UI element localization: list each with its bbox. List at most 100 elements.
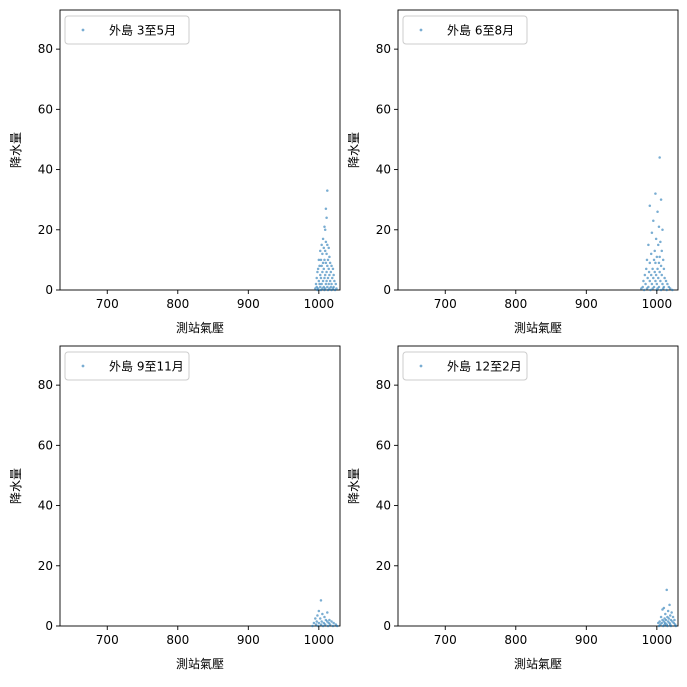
data-point bbox=[654, 273, 658, 277]
data-point bbox=[331, 267, 335, 271]
y-tick-label: 20 bbox=[38, 559, 53, 573]
data-point bbox=[328, 618, 331, 622]
data-point bbox=[657, 243, 660, 247]
x-axis-label: 測站氣壓 bbox=[514, 657, 562, 671]
subplot-1: 700 800 900 1000 0 20 40 60 80 測站氣壓 降水量 外島 3至5月 bbox=[9, 9, 341, 335]
data-point bbox=[317, 621, 321, 625]
series-points bbox=[314, 189, 338, 292]
data-point bbox=[321, 270, 324, 274]
data-point bbox=[659, 288, 663, 292]
data-point bbox=[670, 611, 673, 614]
data-point bbox=[326, 285, 329, 289]
data-point bbox=[314, 617, 317, 620]
data-point bbox=[658, 156, 661, 159]
data-point bbox=[330, 288, 333, 292]
data-point bbox=[330, 282, 333, 286]
data-point bbox=[323, 258, 326, 262]
y-tick-label: 20 bbox=[376, 223, 391, 237]
data-point bbox=[666, 609, 670, 613]
data-point bbox=[660, 273, 664, 277]
y-tick-label: 20 bbox=[376, 559, 391, 573]
data-point bbox=[328, 273, 331, 277]
legend-marker bbox=[419, 28, 423, 32]
data-point bbox=[664, 618, 668, 622]
legend: 外島 3至5月 bbox=[64, 15, 190, 45]
data-point bbox=[650, 282, 654, 286]
x-tick-label: 800 bbox=[166, 297, 189, 311]
data-point bbox=[330, 276, 334, 280]
y-tick-label: 0 bbox=[383, 283, 391, 297]
y-tick-label: 60 bbox=[376, 102, 391, 116]
axes-frame bbox=[59, 345, 341, 627]
data-point bbox=[660, 249, 664, 253]
data-point bbox=[317, 609, 321, 613]
data-point bbox=[326, 288, 330, 292]
y-tick-label: 60 bbox=[38, 438, 53, 452]
data-point bbox=[645, 287, 649, 290]
data-point bbox=[643, 273, 647, 277]
data-point bbox=[318, 282, 321, 286]
y-axis-label: 降水量 bbox=[347, 468, 361, 504]
y-tick-label: 80 bbox=[38, 378, 53, 392]
legend: 外島 12至2月 bbox=[402, 351, 528, 381]
data-point bbox=[323, 249, 327, 253]
data-point bbox=[658, 270, 661, 274]
x-tick-label: 700 bbox=[96, 297, 119, 311]
data-point bbox=[317, 279, 321, 283]
data-point bbox=[335, 624, 339, 628]
data-point bbox=[326, 243, 329, 247]
data-point bbox=[320, 620, 323, 623]
data-point bbox=[331, 624, 335, 628]
data-point bbox=[323, 615, 326, 619]
data-point bbox=[328, 623, 332, 626]
data-point bbox=[657, 225, 661, 229]
data-point bbox=[666, 282, 669, 286]
data-point bbox=[327, 267, 330, 271]
data-point bbox=[664, 612, 667, 616]
data-point bbox=[668, 603, 671, 607]
data-point bbox=[661, 624, 665, 628]
data-point bbox=[644, 282, 647, 286]
x-tick-label: 800 bbox=[504, 633, 527, 647]
data-point bbox=[315, 276, 318, 280]
legend: 外島 9至11月 bbox=[64, 351, 190, 381]
x-axis-label: 測站氣壓 bbox=[176, 321, 224, 335]
data-point bbox=[655, 282, 659, 286]
subplot-3: 700 800 900 1000 0 20 40 60 80 測站氣壓 降水量 外島 9至11月 bbox=[9, 345, 341, 671]
data-point bbox=[327, 282, 330, 286]
data-point bbox=[665, 288, 668, 292]
y-tick-label: 0 bbox=[383, 619, 391, 633]
data-point bbox=[315, 620, 318, 623]
data-point bbox=[651, 287, 654, 290]
data-point bbox=[654, 279, 657, 283]
data-point bbox=[645, 258, 649, 262]
data-point bbox=[649, 252, 653, 256]
axes-frame bbox=[59, 9, 341, 291]
legend-label: 外島 3至5月 bbox=[109, 23, 176, 38]
data-point bbox=[322, 246, 326, 250]
data-point bbox=[321, 237, 325, 241]
legend-marker bbox=[81, 28, 85, 32]
data-point bbox=[319, 276, 323, 280]
series-points bbox=[640, 156, 674, 292]
data-point bbox=[650, 231, 654, 235]
y-tick-label: 0 bbox=[45, 283, 53, 297]
data-point bbox=[324, 261, 328, 265]
legend-box bbox=[402, 351, 528, 381]
data-point bbox=[323, 225, 326, 229]
data-point bbox=[668, 614, 672, 617]
data-point bbox=[656, 267, 659, 271]
data-point bbox=[325, 279, 328, 283]
data-point bbox=[316, 270, 319, 274]
y-tick-label: 20 bbox=[38, 223, 53, 237]
data-point bbox=[323, 623, 327, 626]
data-point bbox=[655, 255, 659, 259]
data-point bbox=[647, 243, 650, 247]
data-point bbox=[326, 189, 329, 192]
data-point bbox=[642, 279, 645, 283]
data-point bbox=[649, 273, 653, 277]
data-point bbox=[311, 624, 314, 628]
data-point bbox=[334, 282, 338, 286]
data-point bbox=[319, 285, 322, 289]
data-point bbox=[654, 261, 657, 265]
